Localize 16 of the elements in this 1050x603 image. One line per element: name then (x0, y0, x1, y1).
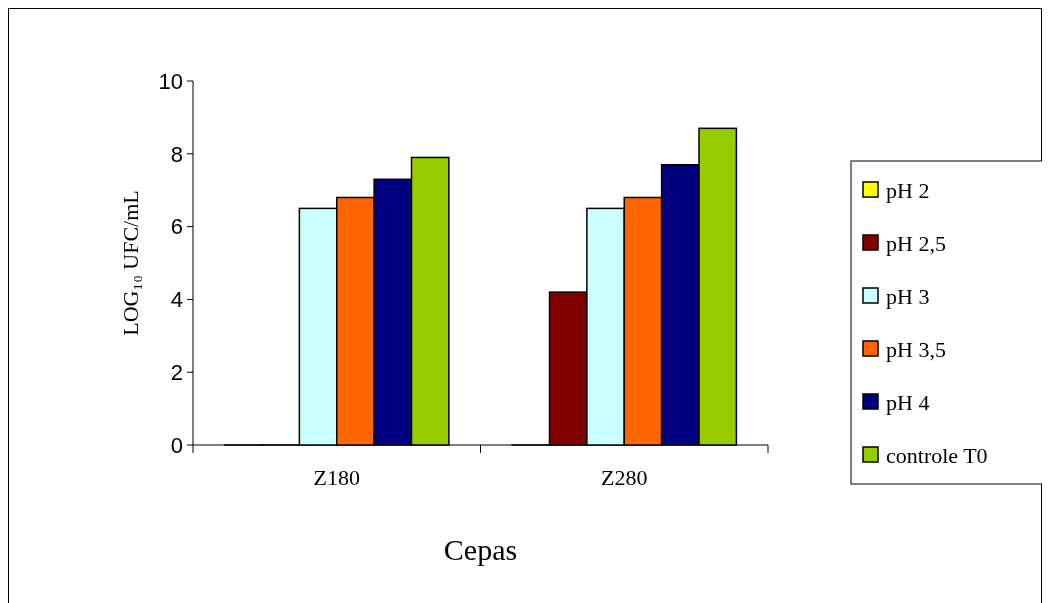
x-axis-title: Cepas (443, 533, 518, 566)
legend-label: pH 2 (886, 177, 930, 203)
legend-label: pH 3 (886, 283, 930, 309)
y-tick-label: 0 (170, 432, 183, 458)
y-tick-label: 2 (170, 359, 183, 385)
y-tick-label: 6 (170, 214, 183, 240)
x-tick-label: Z280 (601, 465, 648, 490)
y-tick-label: 8 (170, 141, 183, 167)
legend-label: pH 4 (886, 389, 930, 415)
y-axis-title: LOG₁₀ UFC/mL (118, 190, 143, 336)
legend-label: pH 3,5 (886, 336, 946, 362)
x-tick-label: Z180 (313, 465, 360, 490)
y-tick-label: 10 (158, 68, 183, 94)
y-tick-label: 4 (170, 287, 183, 313)
legend-label: controle T0 (886, 442, 988, 468)
legend-label: pH 2,5 (886, 230, 946, 256)
